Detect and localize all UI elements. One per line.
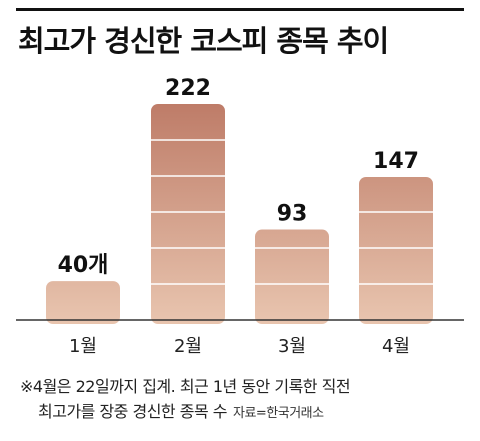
- footnote-line-2-text: 최고가를 장중 경신한 종목 수: [38, 402, 227, 421]
- bar-2: [151, 104, 225, 324]
- bar-3: [255, 229, 329, 324]
- top-rule: [16, 8, 464, 11]
- source-note: 자료=한국거래소: [232, 406, 324, 421]
- value-label-2: 222: [165, 76, 211, 101]
- bar-4: [359, 176, 433, 324]
- bar-1: [46, 281, 120, 324]
- category-label-2: 2월: [174, 336, 202, 357]
- footnote-line-1: ※4월은 22일까지 집계. 최근 1년 동안 기록한 직전: [20, 377, 351, 396]
- bar-chart: 40개 1월 222 2월 93 3월 147 4월: [16, 76, 464, 357]
- category-label-1: 1월: [69, 336, 97, 357]
- chart-title: 최고가 경신한 코스피 종목 추이: [18, 24, 389, 58]
- value-label-4: 147: [373, 149, 419, 174]
- category-label-3: 3월: [278, 336, 306, 357]
- value-label-3: 93: [277, 202, 308, 227]
- footnote-line-2: 최고가를 장중 경신한 종목 수 자료=한국거래소: [38, 398, 324, 422]
- value-label-1: 40개: [58, 253, 109, 278]
- category-label-4: 4월: [382, 336, 410, 357]
